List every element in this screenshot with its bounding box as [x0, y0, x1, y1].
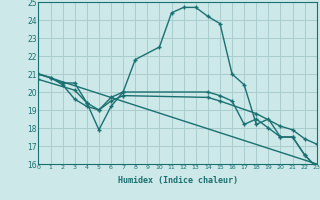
X-axis label: Humidex (Indice chaleur): Humidex (Indice chaleur)	[118, 176, 238, 185]
